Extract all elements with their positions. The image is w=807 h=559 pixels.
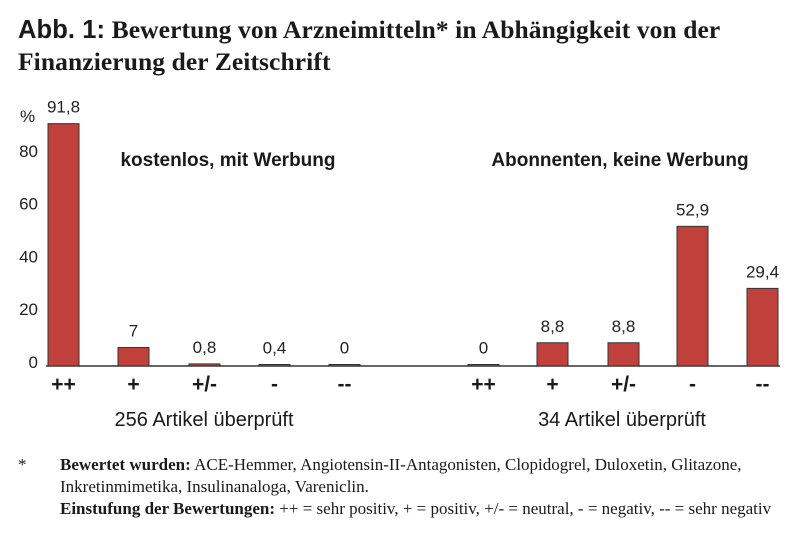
bar: [328, 364, 361, 367]
bar: [117, 347, 150, 367]
x-tick-label: ++: [51, 373, 76, 396]
footnote-rating: ++ = sehr positiv, + = positiv, +/- = ne…: [275, 499, 772, 518]
x-tick-label: --: [756, 373, 770, 396]
y-tick-label: 40: [19, 247, 38, 266]
y-tick-label: 80: [19, 142, 38, 161]
footnote-label-rating: Einstufung der Bewertungen:: [60, 499, 276, 518]
bar: [536, 342, 569, 367]
bar-value-label: 8,8: [541, 317, 565, 336]
group-title: Abonnenten, keine Werbung: [491, 150, 748, 171]
footnote: * Bewertet wurden: ACE-Hemmer, Angiotens…: [18, 454, 798, 520]
x-tick-label: +/-: [192, 373, 217, 396]
bar-value-label: 29,4: [746, 262, 779, 281]
bar: [467, 364, 500, 367]
footnote-marker: *: [18, 455, 27, 474]
y-axis-label: %: [20, 107, 35, 126]
bar: [607, 342, 640, 367]
group-caption: 256 Artikel überprüft: [115, 409, 294, 431]
y-tick-label: 60: [19, 195, 38, 214]
bar: [746, 287, 779, 367]
x-tick-label: --: [338, 373, 352, 396]
bar-value-label: 7: [129, 322, 138, 341]
x-tick-label: +: [546, 373, 558, 396]
figure-title-text: Bewertung von Arzneimitteln* in Abhängig…: [18, 15, 720, 76]
bar-value-label: 0,8: [193, 338, 217, 357]
footnote-drugs: ACE-Hemmer, Angiotensin-II-Antagonisten,…: [60, 455, 742, 496]
x-tick-label: +: [127, 373, 139, 396]
footnote-label-drugs: Bewertet wurden:: [60, 455, 191, 474]
bar-value-label: 91,8: [47, 98, 80, 117]
group-caption: 34 Artikel überprüft: [538, 409, 706, 431]
figure-number: Abb. 1:: [18, 16, 106, 44]
y-tick-label: 20: [19, 300, 38, 319]
y-tick-label: 0: [29, 353, 38, 372]
bar-value-label: 0,4: [263, 339, 287, 358]
bar-value-label: 52,9: [676, 200, 709, 219]
bar-value-label: 0: [340, 339, 349, 358]
bar-value-label: 0: [479, 339, 488, 358]
bar-value-label: 8,8: [612, 317, 636, 336]
x-tick-label: -: [689, 373, 696, 396]
bar: [258, 364, 291, 367]
x-tick-label: ++: [471, 373, 496, 396]
bar: [188, 363, 221, 367]
bar: [676, 225, 709, 367]
bar: [47, 123, 80, 367]
figure-title: Abb. 1: Bewertung von Arzneimitteln* in …: [18, 14, 798, 77]
x-tick-label: +/-: [611, 373, 636, 396]
group-title: kostenlos, mit Werbung: [120, 150, 335, 171]
x-tick-label: -: [271, 373, 278, 396]
